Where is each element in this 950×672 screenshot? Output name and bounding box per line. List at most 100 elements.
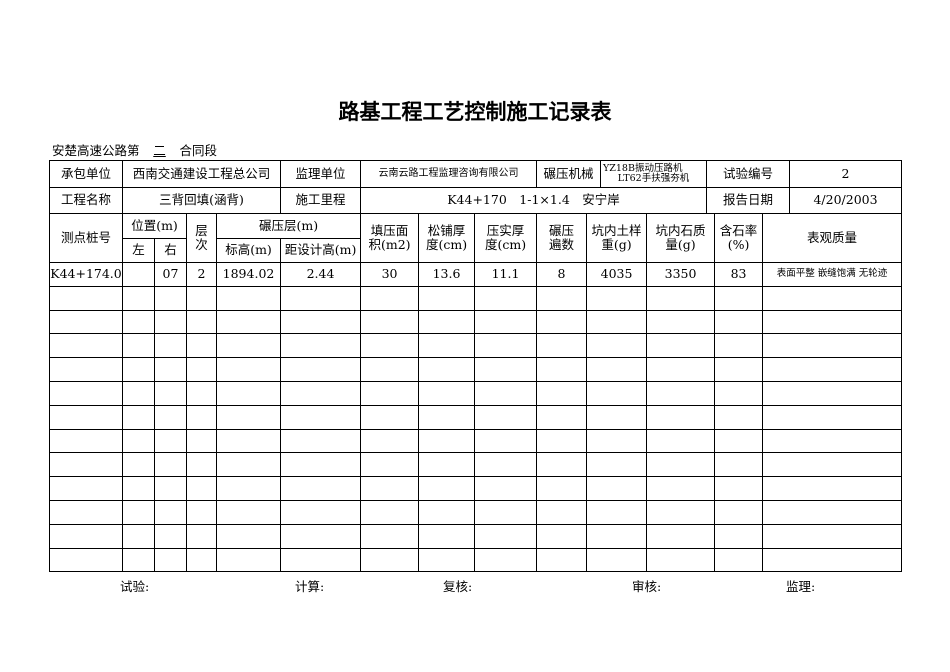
table-cell [536, 452, 588, 478]
table-cell: 表面平整 嵌缝饱满 无轮迹 [762, 262, 903, 287]
table-cell [49, 547, 123, 573]
table-cell [762, 476, 903, 501]
contractor-label: 承包单位 [49, 160, 123, 188]
table-cell [646, 333, 716, 359]
table-cell [280, 404, 362, 430]
table-cell [474, 452, 538, 478]
table-cell [762, 452, 903, 478]
footer-test: 试验: [120, 579, 150, 594]
table-cell [186, 404, 218, 430]
table-cell: 1894.02 [216, 262, 282, 287]
table-cell [360, 476, 420, 501]
table-cell [153, 476, 188, 501]
table-row [49, 523, 903, 549]
table-cell [122, 452, 155, 478]
table-cell [360, 452, 420, 478]
table-cell [418, 285, 476, 311]
table-cell [49, 523, 123, 549]
table-cell [122, 428, 155, 454]
table-cell [418, 547, 476, 573]
table-cell [536, 309, 588, 335]
table-cell [280, 380, 362, 406]
table-cell [474, 547, 538, 573]
table-cell: 83 [714, 262, 764, 287]
table-cell [122, 523, 155, 549]
table-cell [474, 499, 538, 525]
table-cell [536, 428, 588, 454]
table-row [49, 380, 903, 406]
table-cell [474, 357, 538, 382]
header-left: 左 [122, 237, 155, 263]
table-cell: 8 [536, 262, 588, 287]
table-cell [49, 309, 123, 335]
table-cell [216, 380, 282, 406]
table-row [49, 499, 903, 525]
table-cell [186, 428, 218, 454]
table-cell [714, 285, 764, 311]
machine-value: YZ18B振动压路机 LT62手扶强夯机 [600, 160, 707, 188]
table-cell: 07 [153, 262, 188, 287]
footer-audit: 审核: [632, 579, 662, 594]
table-cell [153, 452, 188, 478]
table-cell [216, 452, 282, 478]
table-row [49, 309, 903, 335]
table-cell [586, 309, 648, 335]
contract-section: 安楚高速公路第二合同段 [52, 140, 217, 159]
table-cell [122, 547, 155, 573]
table-cell [186, 357, 218, 382]
header-elevation: 标高(m) [216, 237, 282, 263]
table-cell [714, 476, 764, 501]
table-cell [762, 357, 903, 382]
table-cell [536, 404, 588, 430]
table-cell [153, 428, 188, 454]
header-position: 位置(m) [121, 213, 188, 239]
table-cell [49, 452, 123, 478]
table-cell [216, 428, 282, 454]
table-cell [280, 428, 362, 454]
table-cell [536, 523, 588, 549]
table-cell [153, 499, 188, 525]
table-cell [216, 309, 282, 335]
table-cell [280, 452, 362, 478]
header-to-design: 距设计高(m) [280, 237, 362, 263]
supervisor-value: 云南云路工程监理咨询有限公司 [360, 160, 537, 188]
table-cell [474, 523, 538, 549]
table-cell [714, 404, 764, 430]
table-cell [536, 547, 588, 573]
table-cell [360, 285, 420, 311]
table-cell [762, 380, 903, 406]
table-cell [49, 357, 123, 382]
table-cell [418, 333, 476, 359]
table-cell [714, 428, 764, 454]
table-cell [646, 523, 716, 549]
header-station: 测点桩号 [49, 213, 123, 263]
table-cell [122, 404, 155, 430]
table-cell [646, 309, 716, 335]
table-cell [216, 499, 282, 525]
table-cell [762, 499, 903, 525]
table-cell [586, 428, 648, 454]
table-cell [280, 333, 362, 359]
table-row: K44+174.0 07 2 1894.02 2.44 30 13.6 11.1 8 4035 33… [49, 262, 903, 287]
table-cell [49, 499, 123, 525]
table-cell [122, 357, 155, 382]
table-cell [762, 523, 903, 549]
table-cell [586, 523, 648, 549]
table-cell [762, 404, 903, 430]
table-cell [646, 476, 716, 501]
header-layer: 层次 [186, 213, 218, 263]
table-cell: 4035 [586, 262, 648, 287]
table-cell [280, 499, 362, 525]
table-cell [360, 523, 420, 549]
table-cell [714, 380, 764, 406]
table-cell [153, 380, 188, 406]
table-cell [474, 309, 538, 335]
header-compaction-layer: 碾压层(m) [216, 213, 362, 239]
table-cell [280, 285, 362, 311]
table-cell [153, 547, 188, 573]
table-cell [762, 285, 903, 311]
table-cell [646, 285, 716, 311]
records-body: K44+174.0 07 2 1894.02 2.44 30 13.6 11.1 8 4035 33… [49, 262, 903, 573]
table-cell [360, 404, 420, 430]
table-cell [216, 333, 282, 359]
